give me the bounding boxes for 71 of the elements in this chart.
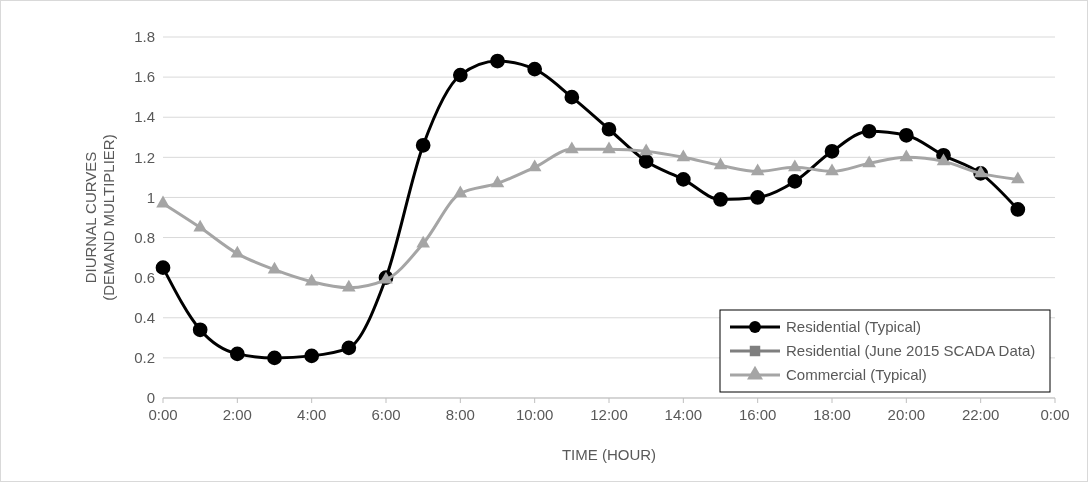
x-tick-label: 10:00 — [515, 406, 554, 423]
point — [267, 350, 282, 366]
point — [564, 89, 580, 105]
point — [676, 149, 691, 162]
point — [787, 174, 803, 189]
point — [862, 155, 876, 168]
point — [898, 127, 914, 143]
point — [861, 123, 877, 139]
point — [192, 322, 208, 338]
point — [825, 163, 839, 176]
x-tick-label: 20:00 — [887, 406, 926, 423]
point — [415, 137, 431, 153]
x-tick-label: 12:00 — [590, 406, 628, 423]
x-tick-label: 2:00 — [222, 406, 252, 423]
point — [267, 261, 282, 274]
point — [156, 195, 170, 208]
point — [713, 192, 728, 207]
point — [490, 175, 505, 188]
x-tick-label: 16:00 — [738, 406, 777, 423]
y-tick-label: 0.4 — [134, 309, 155, 327]
point — [638, 154, 654, 169]
point — [229, 346, 245, 362]
y-tick-label: 1.2 — [134, 148, 155, 166]
x-tick-label: 14:00 — [664, 406, 703, 423]
y-tick-label: 1 — [146, 188, 155, 206]
point — [527, 159, 542, 172]
point — [452, 67, 468, 83]
x-tick-label: 0:00 — [1040, 406, 1070, 423]
point — [155, 260, 171, 275]
x-tick-label: 0:00 — [148, 406, 178, 423]
point — [304, 348, 320, 364]
point — [675, 172, 691, 187]
point — [230, 245, 245, 258]
point — [899, 149, 914, 162]
point — [193, 219, 207, 232]
x-tick-label: 4:00 — [297, 406, 327, 423]
point — [304, 273, 319, 286]
point — [788, 159, 802, 172]
point — [1011, 171, 1025, 184]
point — [602, 141, 616, 154]
point — [527, 61, 543, 77]
legend-label: Commercial (Typical) — [786, 366, 927, 384]
y-tick-label: 1.6 — [134, 68, 155, 86]
point — [341, 340, 357, 356]
y-tick-label: 1.4 — [134, 108, 155, 126]
x-tick-label: 6:00 — [371, 406, 401, 423]
legend-label: Residential (Typical) — [786, 318, 922, 336]
point — [453, 185, 468, 198]
point — [750, 190, 766, 205]
point — [750, 163, 765, 176]
point — [936, 153, 951, 166]
point — [601, 121, 617, 137]
y-axis-title: DIURNAL CURVES (DEMAND MULTIPLIER) — [82, 134, 117, 301]
y-tick-label: 0 — [146, 389, 155, 407]
y-tick-label: 0.2 — [134, 349, 155, 367]
point — [713, 157, 728, 170]
x-tick-label: 22:00 — [961, 406, 1000, 423]
legend-label: Residential (June 2015 SCADA Data) — [786, 342, 1036, 360]
x-tick-label: 18:00 — [813, 406, 851, 423]
y-tick-label: 0.6 — [134, 268, 155, 286]
point — [1010, 202, 1026, 217]
point — [416, 235, 430, 248]
y-tick-label: 0.8 — [134, 228, 155, 246]
x-tick-label: 8:00 — [445, 406, 475, 423]
y-tick-label: 1.8 — [134, 28, 155, 46]
point — [342, 279, 356, 292]
point — [639, 143, 653, 156]
point — [824, 143, 840, 159]
x-axis-title: TIME (HOUR) — [561, 446, 657, 463]
point — [565, 141, 579, 154]
point — [490, 53, 505, 69]
